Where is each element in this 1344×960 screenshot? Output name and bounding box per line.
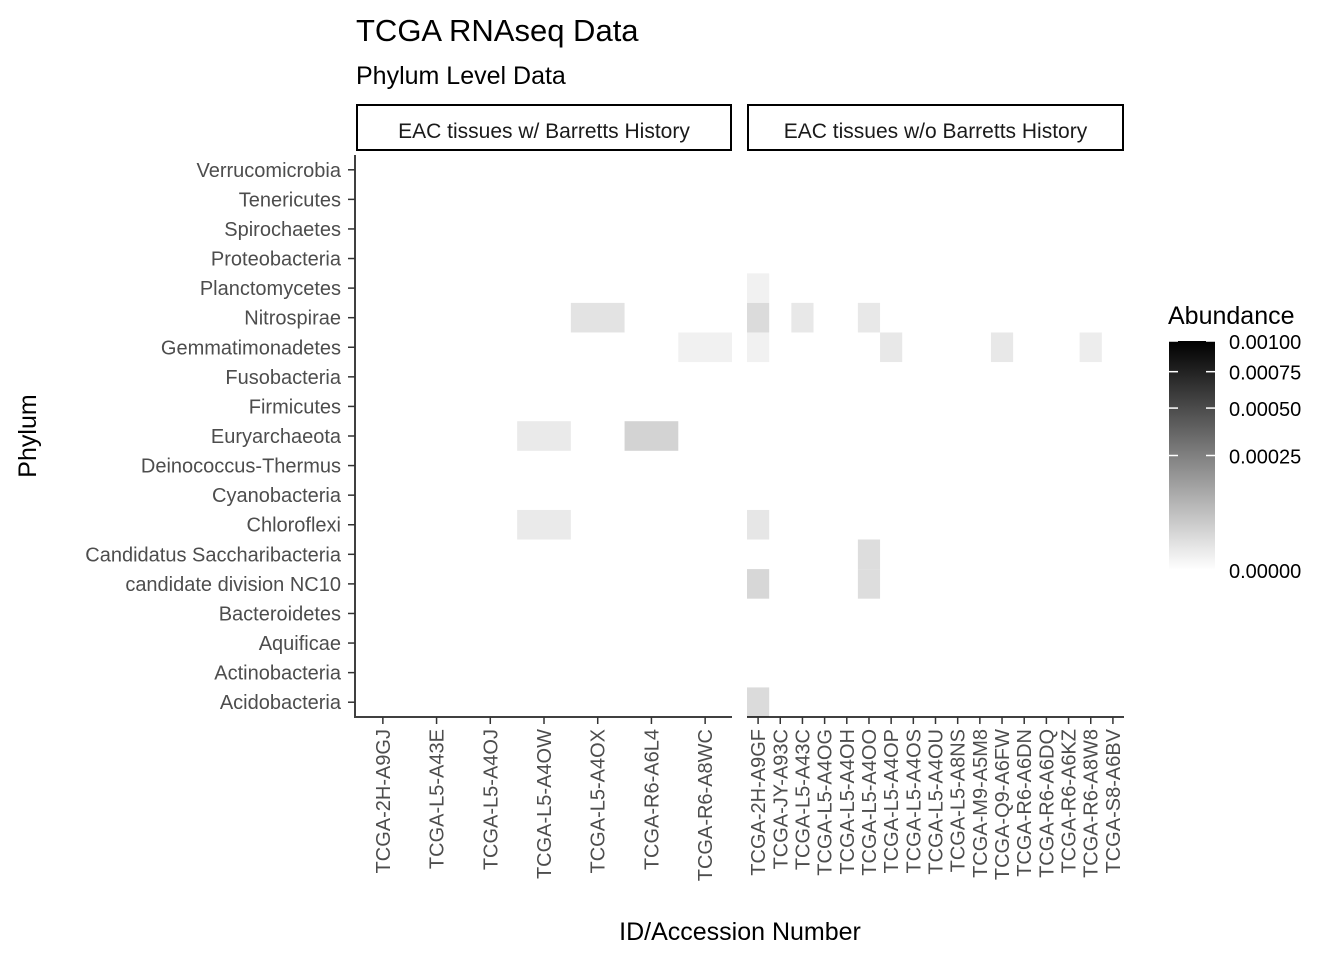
heatmap-cell-tcga-2h-a9gf-acidobacteria <box>747 687 770 717</box>
x-tick-label: TCGA-L5-A4OJ <box>480 729 502 870</box>
x-tick-label: TCGA-L5-A4OX <box>588 729 610 873</box>
x-tick-label: TCGA-S8-A6BV <box>1103 728 1125 873</box>
legend-tick-label: 0.00100 <box>1229 332 1301 354</box>
y-tick-label: Fusobacteria <box>225 367 341 389</box>
facet-strip <box>747 104 1124 151</box>
legend-tick-label: 0.00075 <box>1229 363 1301 385</box>
heatmap-cell-tcga-2h-a9gf-gemmatimonadetes <box>747 332 770 363</box>
x-tick-label: TCGA-R6-A8WC <box>695 729 717 881</box>
x-tick-label: TCGA-L5-A4OO <box>859 729 881 876</box>
x-tick-label: TCGA-R6-A8W8 <box>1081 729 1103 878</box>
facet-panel-2: EAC tissues w/o Barretts History TCGA-2H-… <box>747 104 1125 880</box>
y-tick-label: Deinococcus-Thermus <box>141 456 341 478</box>
y-tick-label: Candidatus Saccharibacteria <box>85 544 342 566</box>
facet-strip-label: EAC tissues w/o Barretts History <box>784 120 1088 143</box>
y-tick-label: Spirochaetes <box>224 219 341 241</box>
heatmap-cell-tcga-2h-a9gf-nitrospirae <box>747 302 770 333</box>
x-tick-label: TCGA-L5-A8NS <box>948 729 970 872</box>
y-tick-label: Aquificae <box>259 633 341 655</box>
x-tick-label: TCGA-L5-A43E <box>427 729 449 869</box>
y-tick-label: Chloroflexi <box>247 515 341 537</box>
facet-strip-label: EAC tissues w/ Barretts History <box>398 120 690 143</box>
y-tick-label: Tenericutes <box>239 189 341 211</box>
facet-panels: EAC tissues w/ Barretts History TCGA-2H-A… <box>356 104 1125 881</box>
heatmap-cell-tcga-2h-a9gf-chloroflexi <box>747 509 770 540</box>
y-axis-title: Phylum <box>14 394 42 477</box>
legend-tick-label: 0.00000 <box>1229 561 1301 583</box>
x-tick-label: TCGA-L5-A4OP <box>881 729 903 873</box>
legend-tick-label: 0.00050 <box>1229 399 1301 421</box>
y-tick-label: Bacteroidetes <box>219 603 341 625</box>
heatmap-cell-tcga-r6-a8wc-gemmatimonadetes <box>678 332 732 363</box>
y-axis: Verrucomicrobia Tenericutes Spirochaetes Pr… <box>85 155 356 718</box>
heatmap-cell-tcga-l5-a4ow-chloroflexi <box>517 509 571 540</box>
y-tick-label: Firmicutes <box>249 396 341 418</box>
y-tick-label: Cyanobacteria <box>212 485 342 507</box>
x-tick-label: TCGA-L5-A4OS <box>903 729 925 873</box>
x-tick-label: TCGA-Q9-A6FW <box>992 729 1014 880</box>
heatmap-cell-tcga-l5-a4oo-candidate-division-nc10 <box>857 569 881 599</box>
x-tick-label: TCGA-2H-A9GJ <box>373 729 395 873</box>
x-tick-label: TCGA-L5-A4OH <box>837 729 859 875</box>
x-tick-label: TCGA-R6-A6KZ <box>1059 729 1081 873</box>
y-tick-label: Proteobacteria <box>211 249 342 271</box>
heatmap-cell-tcga-l5-a4oo-nitrospirae <box>857 302 881 333</box>
facet-strip <box>356 104 732 151</box>
y-tick-label: Planctomycetes <box>200 278 341 300</box>
heatmap-cell-tcga-r6-a8w8-gemmatimonadetes <box>1079 332 1102 363</box>
y-tick-label: Nitrospirae <box>244 308 341 330</box>
legend-tick-label: 0.00025 <box>1229 447 1301 469</box>
chart-title: TCGA RNAseq Data <box>356 13 639 48</box>
heatmap-cells <box>747 273 1102 717</box>
heatmap-cells <box>517 302 732 540</box>
x-axis-title: ID/Accession Number <box>619 918 861 946</box>
x-tick-label: TCGA-R6-A6DQ <box>1036 729 1058 878</box>
x-tick-label: TCGA-R6-A6DN <box>1014 729 1036 877</box>
y-tick-label: Verrucomicrobia <box>196 160 341 182</box>
heatmap-cell-tcga-2h-a9gf-planctomycetes <box>747 273 770 303</box>
x-tick-label: TCGA-JY-A93C <box>770 729 792 869</box>
x-tick-label: TCGA-L5-A4OW <box>534 729 556 879</box>
legend-ticks: 0.00100 0.00075 0.00050 0.00025 0.00000 <box>1169 332 1301 583</box>
heatmap-cell-tcga-r6-a6l4-euryarchaeota <box>624 421 679 451</box>
heatmap-cell-tcga-l5-a4op-gemmatimonadetes <box>880 332 903 363</box>
heatmap-cell-tcga-q9-a6fw-gemmatimonadetes <box>990 332 1014 363</box>
heatmap-cell-tcga-l5-a43c-nitrospirae <box>791 302 814 333</box>
x-tick-label: TCGA-M9-A5M8 <box>970 729 992 878</box>
legend-title: Abundance <box>1168 302 1295 330</box>
x-tick-label: TCGA-L5-A4OG <box>815 729 837 876</box>
y-tick-label: Actinobacteria <box>214 663 342 685</box>
heatmap-cell-tcga-l5-a4oo-candidatus-saccharibacteria <box>857 539 881 570</box>
y-tick-label: Euryarchaeota <box>211 426 342 448</box>
y-tick-label: candidate division NC10 <box>125 574 341 596</box>
facet-panel-1: EAC tissues w/ Barretts History TCGA-2H-A… <box>356 104 732 881</box>
x-tick-label: TCGA-L5-A43C <box>792 729 814 870</box>
y-tick-label: Gemmatimonadetes <box>161 337 341 359</box>
y-tick-label: Acidobacteria <box>220 692 342 714</box>
x-tick-label: TCGA-L5-A4OU <box>926 729 948 875</box>
x-tick-label: TCGA-2H-A9GF <box>748 729 770 876</box>
heatmap-cell-tcga-l5-a4ow-euryarchaeota <box>517 421 571 451</box>
chart-subtitle: Phylum Level Data <box>356 62 566 90</box>
legend: Abundance 0.001000.000750.000500.000250.… <box>1168 302 1301 583</box>
heatmap-cell-tcga-2h-a9gf-candidate-division-nc10 <box>747 569 770 599</box>
heatmap-cell-tcga-l5-a4ox-nitrospirae <box>570 302 625 333</box>
x-tick-label: TCGA-R6-A6L4 <box>641 729 663 870</box>
